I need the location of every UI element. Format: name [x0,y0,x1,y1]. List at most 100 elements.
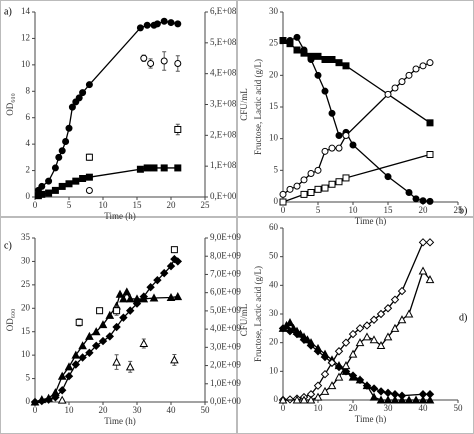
x-tick-label: 25 [201,200,211,210]
x-tick-label: 15 [384,205,394,215]
data-point [71,360,81,369]
data-point [355,324,365,333]
data-point [307,170,315,177]
data-point [45,177,53,185]
data-point [279,190,287,198]
data-point [122,287,132,296]
data-point [279,198,287,206]
data-point [170,355,179,364]
data-point [153,20,161,28]
data-point [328,109,336,117]
data-point [51,186,59,194]
data-point [390,323,400,332]
data-point [418,395,428,404]
data-point [306,395,316,404]
panel-label: d) [459,312,467,323]
data-point [383,388,393,398]
y2-tick-label: 3,E+08 [210,99,237,109]
data-point [320,352,330,362]
x-axis-label: Time (h) [355,216,386,226]
data-point [334,372,344,381]
data-point [348,349,358,358]
data-point [85,81,93,89]
data-point [125,294,135,303]
data-point [349,141,357,149]
data-point [115,289,125,298]
data-point [342,174,350,182]
data-point [384,90,392,98]
data-point [314,185,322,193]
data-point [328,144,336,152]
x-tick-label: 0 [281,205,286,215]
data-point [342,132,350,139]
y-tick-label: 2 [26,165,31,175]
y2-tick-label: 3,0E+09 [210,341,241,351]
data-point [65,180,73,188]
data-point [397,315,407,324]
x-tick-label: 30 [133,405,143,415]
data-point [335,59,343,67]
y-tick-label: 14 [21,6,31,16]
panel-label: b) [459,205,467,216]
data-point [78,353,87,362]
data-point [327,358,337,367]
series-line [38,167,178,197]
data-point [313,381,323,390]
data-point [299,335,309,345]
series-line [34,290,178,403]
y2-tick-label: 6,0E+09 [210,287,241,297]
data-point [426,59,434,67]
data-point [369,384,379,393]
data-point [125,306,135,315]
data-point [62,138,70,145]
y-tick-label: 4 [26,138,31,148]
data-point [348,329,358,339]
x-tick-label: 5 [316,205,321,215]
data-point [391,84,399,92]
data-point [278,395,288,404]
panel-frame [0,0,237,217]
data-point [341,338,351,347]
y-tick-label: 0 [26,396,31,406]
y2-tick-label: 8,0E+09 [210,250,241,260]
data-point [170,246,178,254]
data-point [119,294,128,303]
data-point [57,395,67,404]
data-point [166,292,176,302]
data-point [425,390,435,399]
data-point [300,176,308,184]
y-tick-label: 50 [269,251,279,261]
data-point [425,238,435,247]
data-point [85,153,93,161]
data-point [279,37,287,44]
data-point [390,295,400,304]
data-point [132,294,142,303]
data-point [306,341,316,350]
data-point [397,286,407,296]
data-point [160,164,168,172]
data-point [286,185,294,193]
data-point [159,268,169,278]
x-tick-label: 50 [454,403,464,413]
data-point [292,395,302,404]
data-point [65,124,73,132]
data-point [113,307,121,315]
data-point [174,164,182,172]
series-line [283,36,431,203]
data-point [72,177,80,185]
x-tick-label: 25 [454,205,464,215]
data-point [153,275,162,285]
y2-tick-label: 9,0E+09 [210,232,241,242]
data-point [398,78,406,86]
data-point [334,347,344,356]
y-tick-label: 10 [269,133,279,143]
data-point [79,175,87,182]
y-tick-label: 5 [274,164,279,174]
data-point [404,309,414,318]
x-tick-label: 20 [167,200,177,210]
data-point [293,46,301,54]
data-point [411,395,421,404]
x-tick-label: 20 [99,405,109,415]
data-point [147,59,155,67]
